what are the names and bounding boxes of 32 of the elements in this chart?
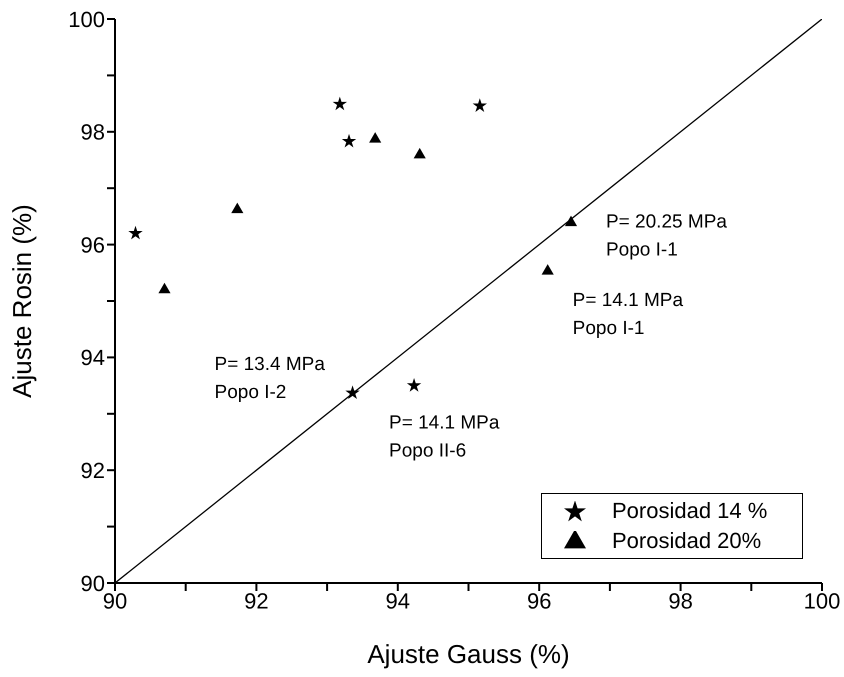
point <box>369 132 382 143</box>
point <box>564 216 578 226</box>
y-tick-label: 100 <box>68 6 105 32</box>
point <box>128 226 143 240</box>
annotation: P= 14.1 MPa Popo II-6 <box>389 412 500 462</box>
y-axis-title: Ajuste Rosin (%) <box>7 204 38 398</box>
point <box>542 264 554 275</box>
y-tick-label: 94 <box>80 345 105 370</box>
y-tick-label: 98 <box>80 120 105 145</box>
point <box>345 385 360 400</box>
point <box>472 98 487 112</box>
y-tick-label: 90 <box>80 570 105 596</box>
annotation: P= 20.25 MPa Popo I-1 <box>606 212 728 261</box>
annotation: P= 14.1 MPa Popo I-1 <box>572 290 684 340</box>
point <box>332 96 348 110</box>
x-tick-label: 90 <box>102 588 128 614</box>
x-tick-label: 96 <box>526 588 552 614</box>
x-axis-title: Ajuste Gauss (%) <box>367 639 570 669</box>
annotation: P= 13.4 MPa Popo I-2 <box>214 354 326 403</box>
x-tick-label: 92 <box>244 588 269 614</box>
legend-label: Porosidad 20% <box>612 528 762 553</box>
point <box>406 378 422 392</box>
legend-label: Porosidad 14 % <box>612 498 768 523</box>
point <box>158 282 171 294</box>
y-tick-label: 96 <box>80 232 105 258</box>
point <box>414 148 426 158</box>
x-tick-label: 98 <box>668 588 693 614</box>
x-tick-label: 100 <box>804 588 840 614</box>
x-tick-label: 94 <box>386 588 410 614</box>
point <box>231 202 244 214</box>
point <box>342 134 356 148</box>
y-tick-label: 92 <box>80 458 105 484</box>
